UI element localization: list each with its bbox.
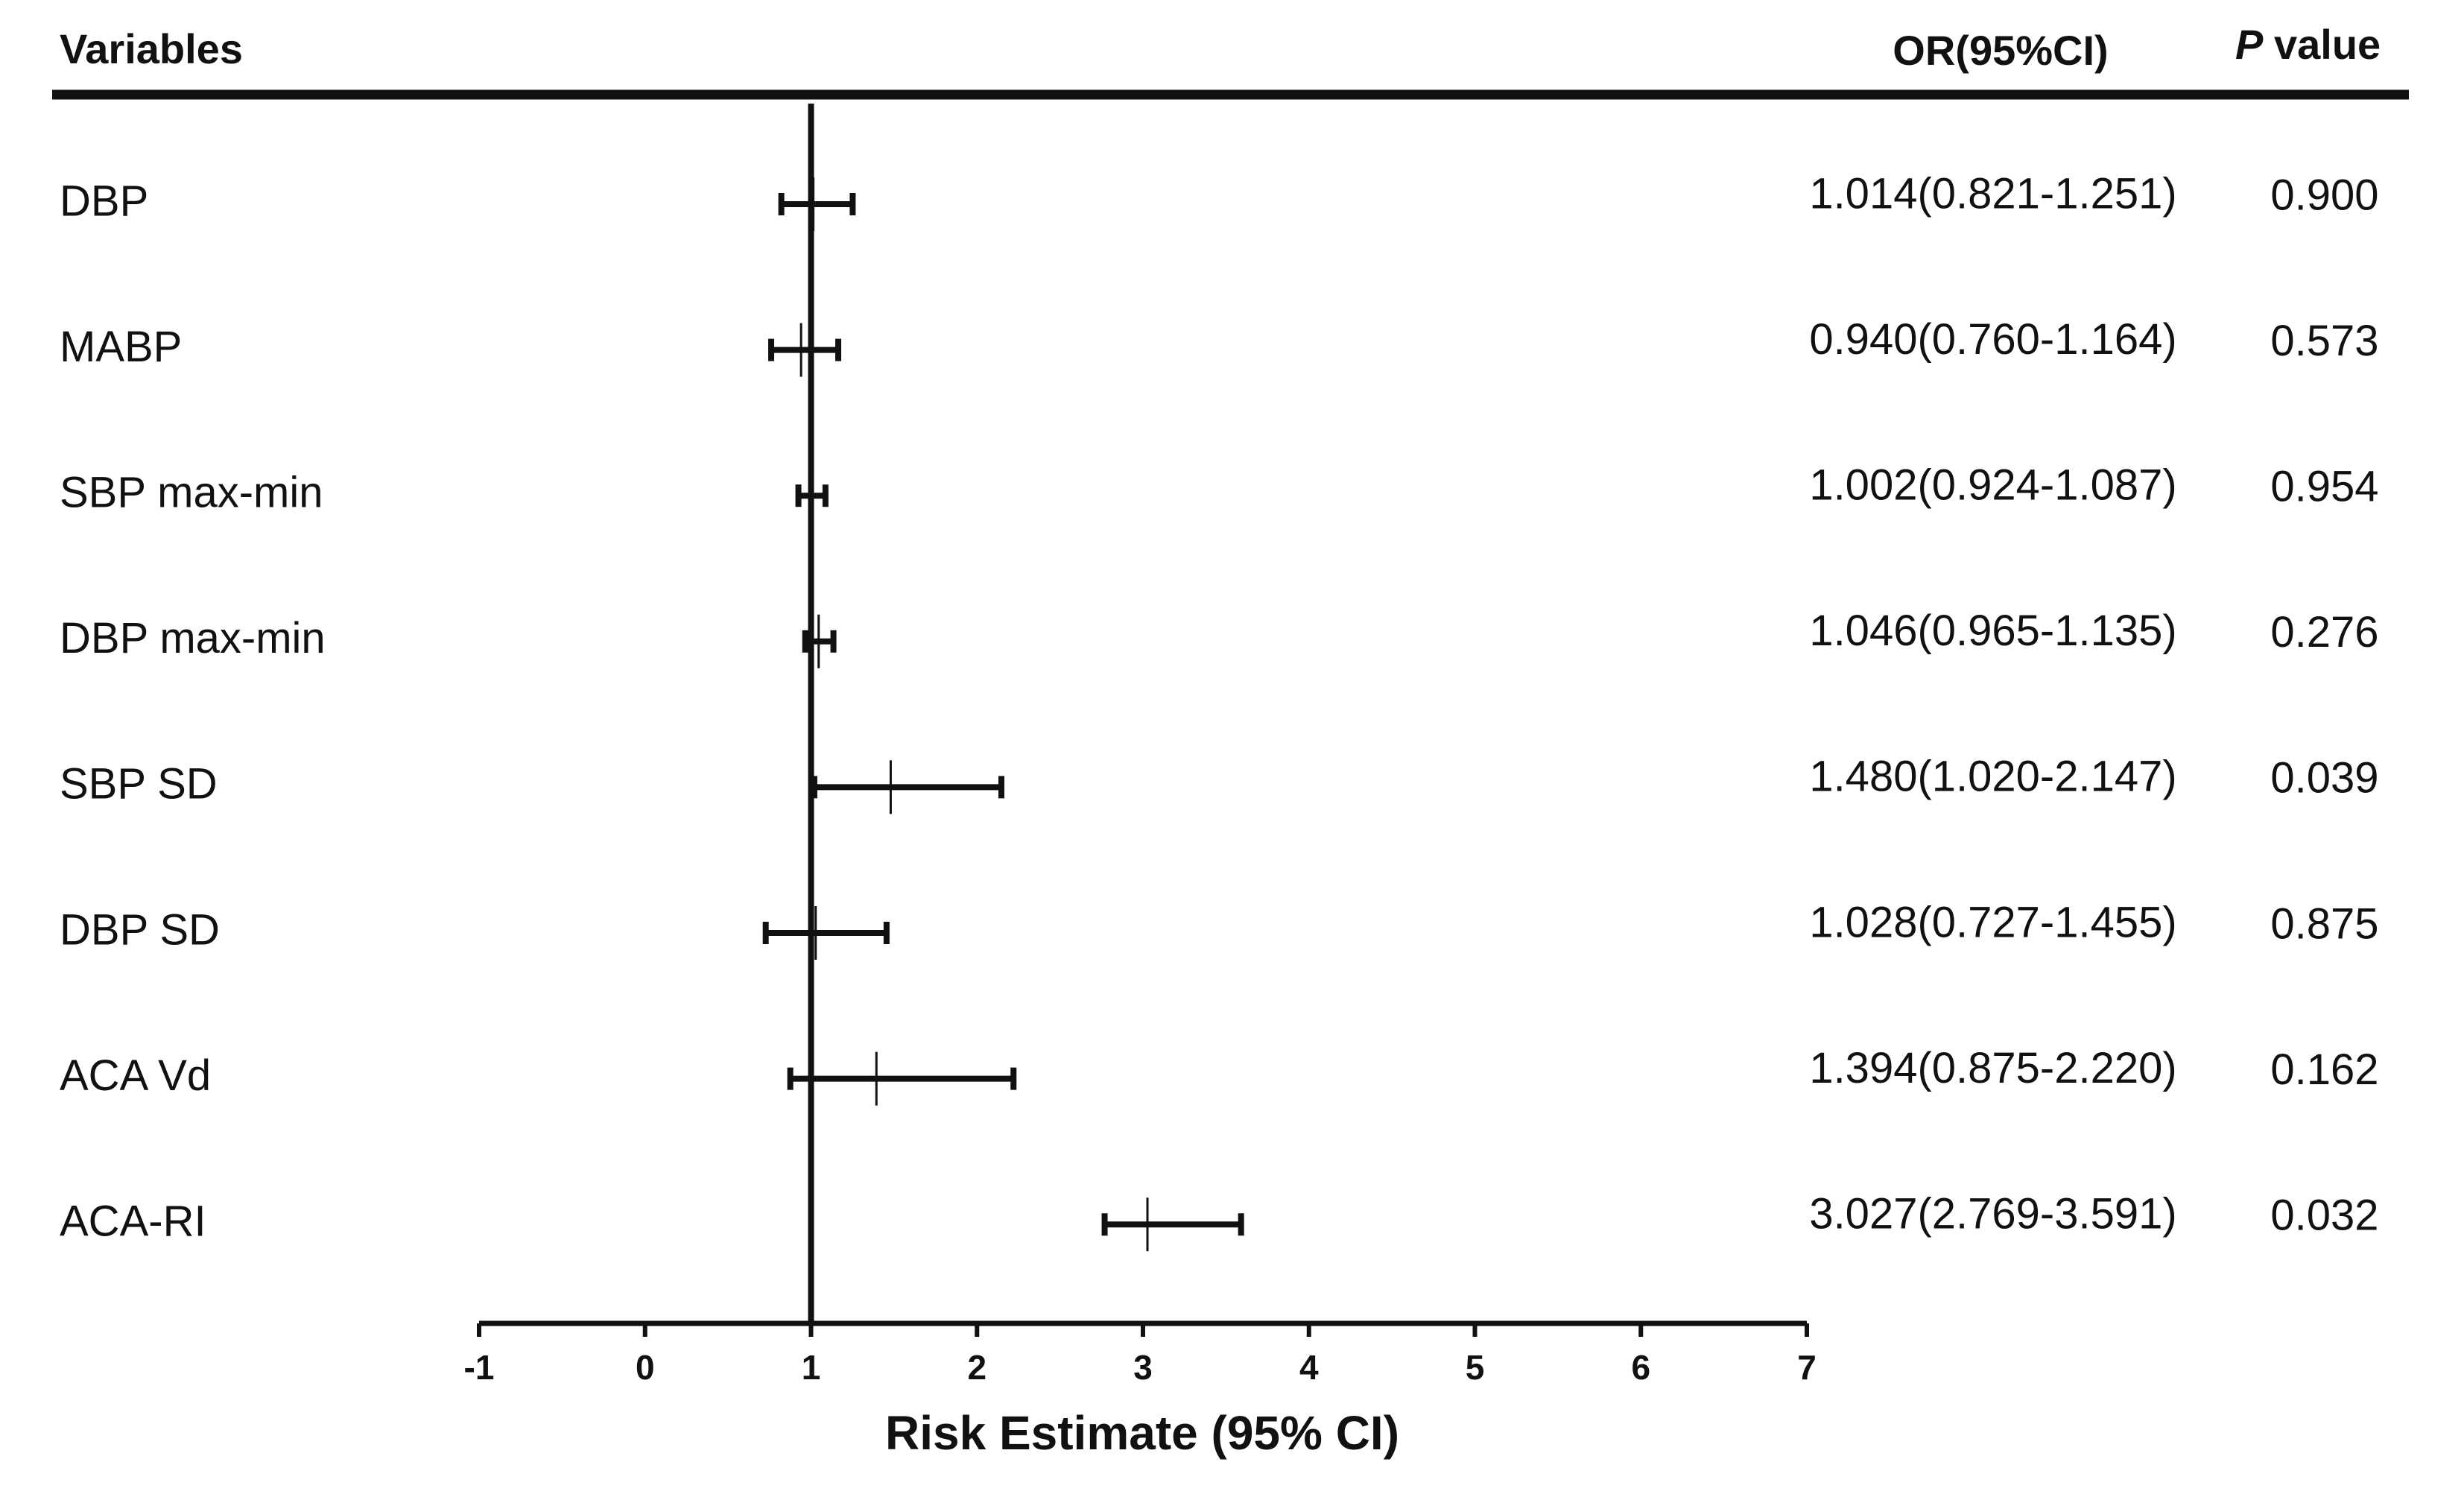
header-p: P: [2235, 21, 2264, 68]
x-tick-label: -1: [464, 1348, 495, 1387]
header-or: OR(95%CI): [1893, 27, 2108, 74]
or-ci-label: 0.940(0.760-1.164): [1809, 315, 2176, 364]
x-tick-label: 1: [802, 1348, 821, 1387]
x-tick-label: 2: [967, 1348, 986, 1387]
p-value: 0.276: [2270, 608, 2378, 656]
p-value: 0.573: [2270, 317, 2378, 365]
or-ci-label: 1.046(0.965-1.135): [1809, 607, 2176, 655]
row-label: SBP SD: [60, 760, 218, 808]
row-label: ACA Vd: [60, 1051, 211, 1100]
or-ci-label: 1.002(0.924-1.087): [1809, 461, 2176, 510]
p-value: 0.900: [2270, 171, 2378, 219]
p-value: 0.954: [2270, 463, 2378, 511]
or-ci-label: 1.028(0.727-1.455): [1809, 898, 2176, 946]
p-value: 0.032: [2270, 1192, 2378, 1240]
or-ci-label: 1.480(1.020-2.147): [1809, 753, 2176, 801]
x-tick-label: 0: [636, 1348, 655, 1387]
row-label: MABP: [60, 323, 182, 371]
p-value: 0.039: [2270, 754, 2378, 803]
or-ci-label: 3.027(2.769-3.591): [1809, 1190, 2176, 1238]
header-p-rest: value: [2274, 21, 2381, 68]
row-label: DBP SD: [60, 905, 220, 954]
x-tick-label: 6: [1631, 1348, 1650, 1387]
x-tick-label: 7: [1797, 1348, 1817, 1387]
row-label: DBP max-min: [60, 614, 326, 662]
x-tick-label: 3: [1133, 1348, 1153, 1387]
row-label: DBP: [60, 177, 148, 225]
or-ci-label: 1.394(0.875-2.220): [1809, 1044, 2176, 1092]
or-ci-label: 1.014(0.821-1.251): [1809, 169, 2176, 218]
x-tick-label: 5: [1466, 1348, 1485, 1387]
header-variables: Variables: [60, 25, 243, 72]
row-label: ACA-RI: [60, 1197, 206, 1246]
p-value: 0.875: [2270, 899, 2378, 948]
p-value: 0.162: [2270, 1045, 2378, 1094]
x-axis-label: Risk Estimate (95% CI): [885, 1406, 1399, 1460]
row-label: SBP max-min: [60, 469, 323, 517]
x-tick-label: 4: [1299, 1348, 1319, 1387]
